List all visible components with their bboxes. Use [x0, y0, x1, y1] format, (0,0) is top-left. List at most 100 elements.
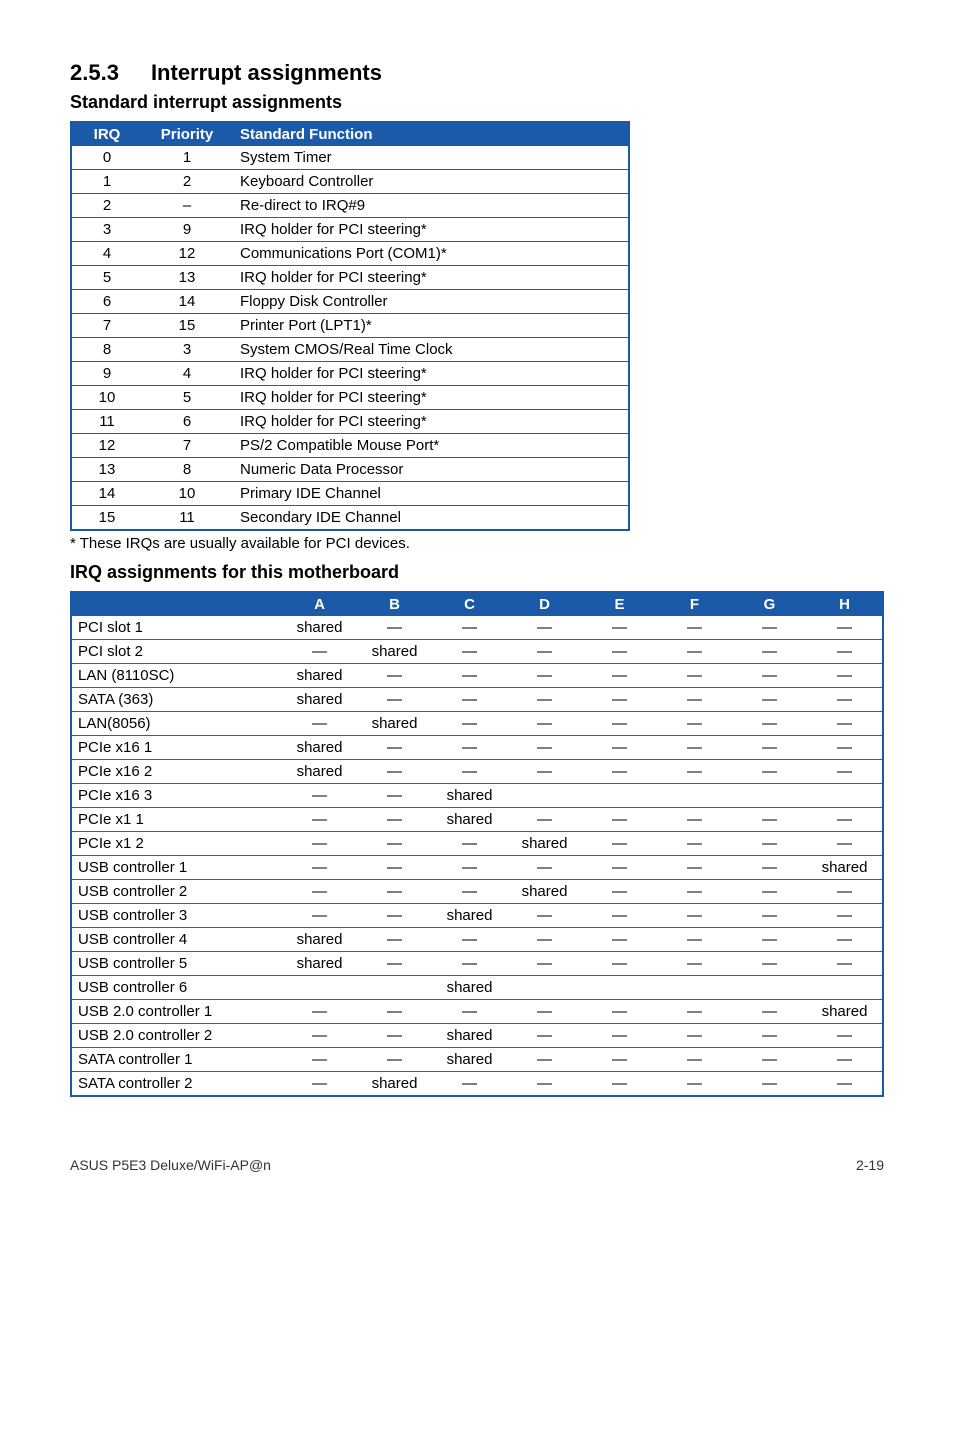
tbl2-head-col: A — [282, 593, 357, 616]
cell-assignment: — — [657, 832, 732, 856]
cell-assignment: — — [807, 664, 882, 688]
cell-assignment: — — [582, 688, 657, 712]
cell-assignment: — — [357, 1000, 432, 1024]
tbl2-head-col: C — [432, 593, 507, 616]
cell-assignment: — — [507, 1000, 582, 1024]
cell-assignment: — — [582, 808, 657, 832]
cell-irq: 14 — [72, 482, 142, 506]
cell-assignment: — — [357, 760, 432, 784]
cell-priority: 3 — [142, 338, 232, 362]
cell-assignment: — — [582, 904, 657, 928]
cell-assignment: — — [807, 1048, 882, 1072]
cell-device-name: PCIe x1 2 — [72, 832, 282, 856]
table-row: 01System Timer — [72, 146, 628, 170]
cell-assignment — [657, 976, 732, 1000]
cell-assignment: — — [507, 616, 582, 640]
cell-assignment: shared — [432, 1024, 507, 1048]
cell-assignment: — — [507, 1024, 582, 1048]
cell-assignment — [807, 976, 882, 1000]
cell-device-name: LAN(8056) — [72, 712, 282, 736]
cell-assignment: — — [732, 736, 807, 760]
cell-device-name: PCI slot 1 — [72, 616, 282, 640]
table-row: USB controller 3——shared————— — [72, 904, 882, 928]
cell-assignment — [582, 976, 657, 1000]
cell-assignment — [507, 976, 582, 1000]
cell-device-name: PCIe x16 1 — [72, 736, 282, 760]
table-row: 1410Primary IDE Channel — [72, 482, 628, 506]
tbl2-head-col: F — [657, 593, 732, 616]
cell-assignment — [357, 976, 432, 1000]
cell-irq: 10 — [72, 386, 142, 410]
cell-assignment: — — [357, 952, 432, 976]
cell-assignment: — — [657, 736, 732, 760]
section-title: Interrupt assignments — [151, 60, 382, 86]
cell-function: IRQ holder for PCI steering* — [232, 362, 628, 386]
cell-assignment: — — [582, 712, 657, 736]
motherboard-irq-table-wrap: ABCDEFGH PCI slot 1shared———————PCI slot… — [70, 591, 884, 1097]
cell-assignment: — — [432, 1072, 507, 1096]
cell-assignment: — — [507, 1048, 582, 1072]
table-row: LAN(8056)—shared—————— — [72, 712, 882, 736]
cell-function: Printer Port (LPT1)* — [232, 314, 628, 338]
cell-assignment: — — [732, 688, 807, 712]
cell-assignment: — — [657, 928, 732, 952]
cell-function: PS/2 Compatible Mouse Port* — [232, 434, 628, 458]
table-row: 715Printer Port (LPT1)* — [72, 314, 628, 338]
table-row: 83System CMOS/Real Time Clock — [72, 338, 628, 362]
cell-assignment: shared — [282, 664, 357, 688]
cell-assignment: shared — [282, 736, 357, 760]
cell-assignment: — — [657, 688, 732, 712]
cell-priority: 12 — [142, 242, 232, 266]
cell-assignment: — — [507, 904, 582, 928]
cell-assignment: shared — [432, 904, 507, 928]
cell-assignment: — — [732, 904, 807, 928]
tbl2-head-col: G — [732, 593, 807, 616]
cell-assignment: — — [657, 904, 732, 928]
cell-irq: 8 — [72, 338, 142, 362]
cell-assignment — [807, 784, 882, 808]
cell-irq: 6 — [72, 290, 142, 314]
cell-assignment: — — [432, 928, 507, 952]
table-row: USB controller 2———shared———— — [72, 880, 882, 904]
table-row: PCI slot 2—shared—————— — [72, 640, 882, 664]
cell-irq: 4 — [72, 242, 142, 266]
cell-assignment: — — [582, 1048, 657, 1072]
cell-assignment: — — [807, 904, 882, 928]
cell-assignment: — — [432, 880, 507, 904]
table-row: SATA (363)shared——————— — [72, 688, 882, 712]
cell-assignment: — — [582, 832, 657, 856]
cell-function: IRQ holder for PCI steering* — [232, 386, 628, 410]
cell-function: Re-direct to IRQ#9 — [232, 194, 628, 218]
cell-assignment: — — [282, 712, 357, 736]
cell-assignment: — — [432, 664, 507, 688]
cell-assignment: — — [657, 712, 732, 736]
cell-assignment: — — [657, 664, 732, 688]
cell-assignment: — — [657, 1048, 732, 1072]
tbl2-head-name — [72, 593, 282, 616]
cell-assignment: — — [432, 736, 507, 760]
cell-assignment: — — [657, 640, 732, 664]
table-row: 614Floppy Disk Controller — [72, 290, 628, 314]
subtitle-standard: Standard interrupt assignments — [70, 92, 884, 113]
cell-assignment: — — [357, 928, 432, 952]
cell-assignment: — — [282, 1000, 357, 1024]
cell-assignment: — — [807, 736, 882, 760]
cell-assignment — [657, 784, 732, 808]
cell-assignment: — — [282, 880, 357, 904]
cell-assignment: — — [282, 1072, 357, 1096]
cell-assignment: — — [807, 760, 882, 784]
cell-assignment: — — [657, 1000, 732, 1024]
cell-assignment: — — [657, 856, 732, 880]
cell-assignment: — — [282, 1048, 357, 1072]
table-row: PCI slot 1shared——————— — [72, 616, 882, 640]
cell-device-name: USB controller 4 — [72, 928, 282, 952]
cell-device-name: PCIe x16 2 — [72, 760, 282, 784]
cell-function: Floppy Disk Controller — [232, 290, 628, 314]
cell-assignment: — — [282, 640, 357, 664]
cell-assignment: shared — [507, 832, 582, 856]
cell-assignment: — — [657, 760, 732, 784]
tbl1-head-priority: Priority — [142, 123, 232, 146]
cell-assignment: — — [507, 736, 582, 760]
cell-irq: 1 — [72, 170, 142, 194]
cell-priority: – — [142, 194, 232, 218]
